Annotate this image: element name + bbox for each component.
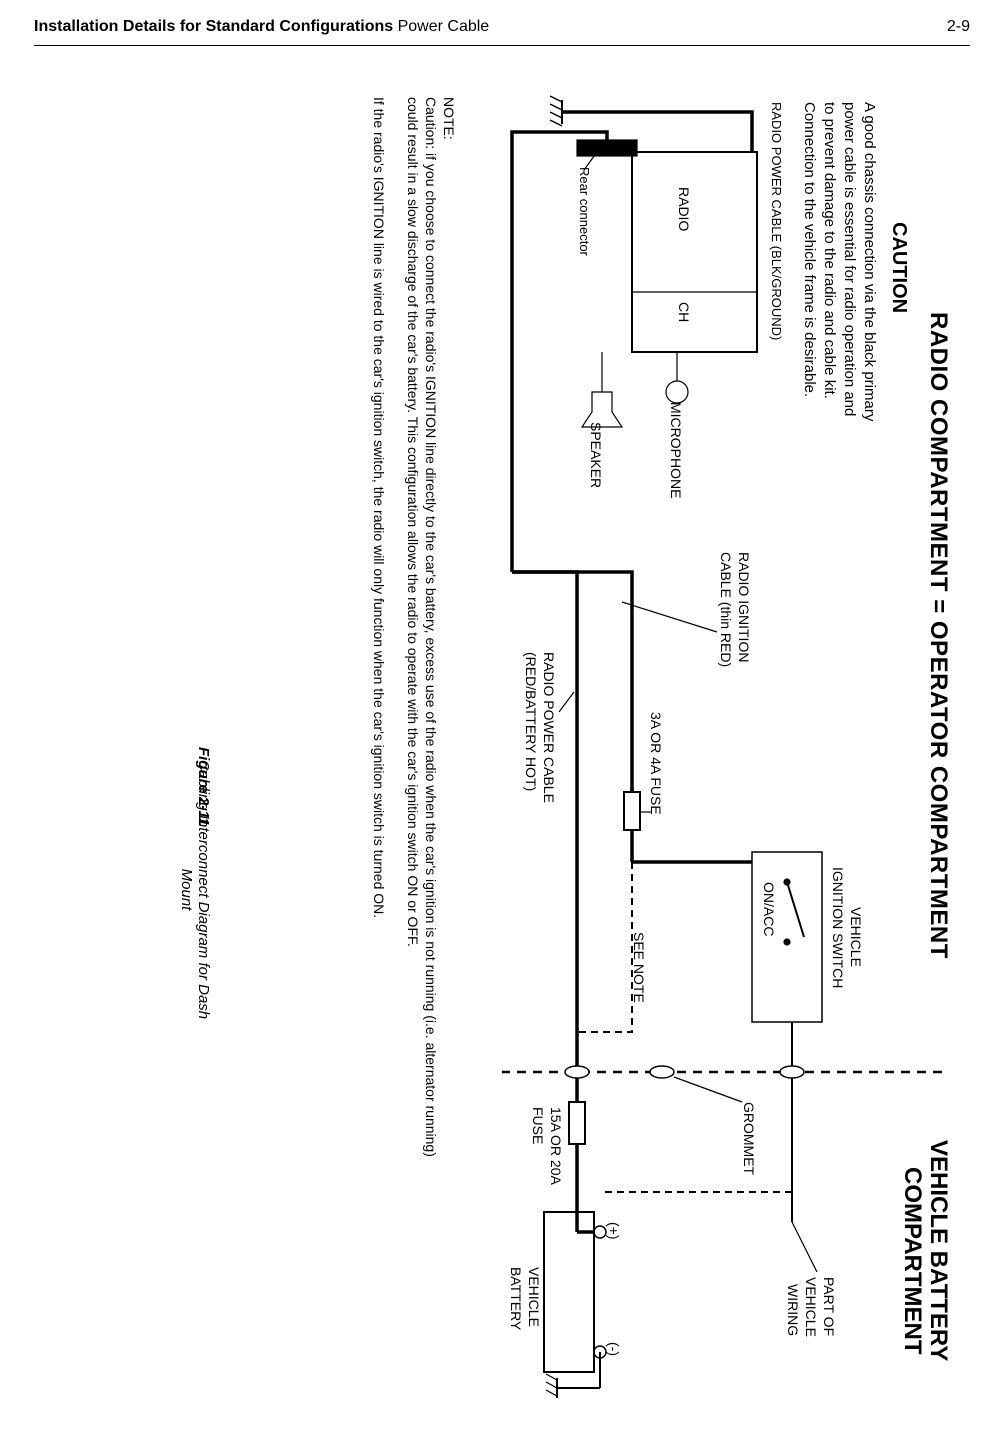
figure-title: Cabling Interconnect Diagram for Dash Mo…	[178, 747, 212, 1032]
diagram-rotated-wrapper: RADIO COMPARTMENT = OPERATOR COMPARTMENT…	[52, 92, 952, 1402]
header-title-bold: Installation Details for Standard Config…	[34, 18, 393, 35]
header-title: Installation Details for Standard Config…	[34, 18, 489, 36]
header-title-rest: Power Cable	[393, 18, 489, 35]
page-header: Installation Details for Standard Config…	[34, 18, 970, 46]
header-page-number: 2-9	[947, 18, 970, 36]
